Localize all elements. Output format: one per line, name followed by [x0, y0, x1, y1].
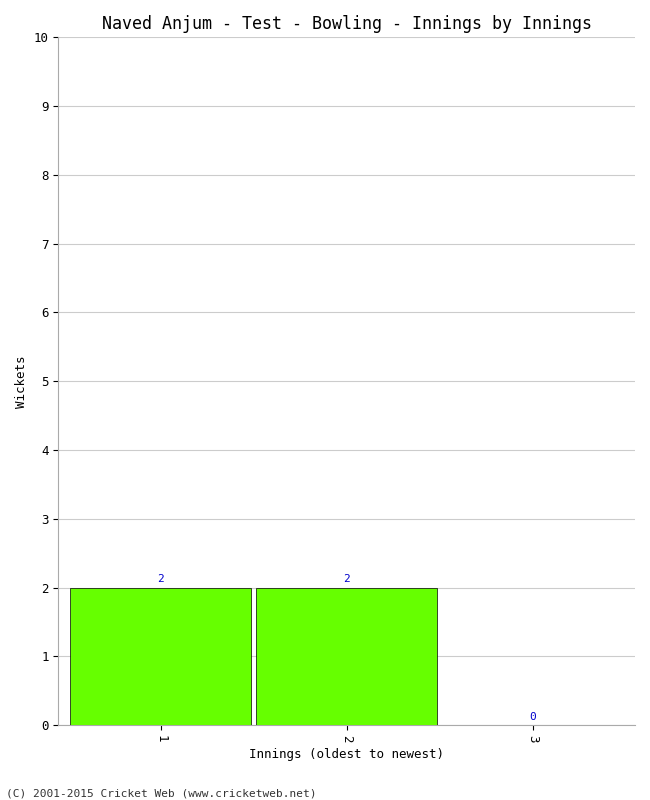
Title: Naved Anjum - Test - Bowling - Innings by Innings: Naved Anjum - Test - Bowling - Innings b… — [101, 15, 592, 33]
Text: 2: 2 — [343, 574, 350, 584]
Bar — [256, 588, 437, 726]
X-axis label: Innings (oldest to newest): Innings (oldest to newest) — [249, 748, 444, 761]
Bar — [70, 588, 251, 726]
Text: (C) 2001-2015 Cricket Web (www.cricketweb.net): (C) 2001-2015 Cricket Web (www.cricketwe… — [6, 788, 317, 798]
Y-axis label: Wickets: Wickets — [15, 355, 28, 407]
Text: 0: 0 — [529, 712, 536, 722]
Text: 2: 2 — [157, 574, 164, 584]
